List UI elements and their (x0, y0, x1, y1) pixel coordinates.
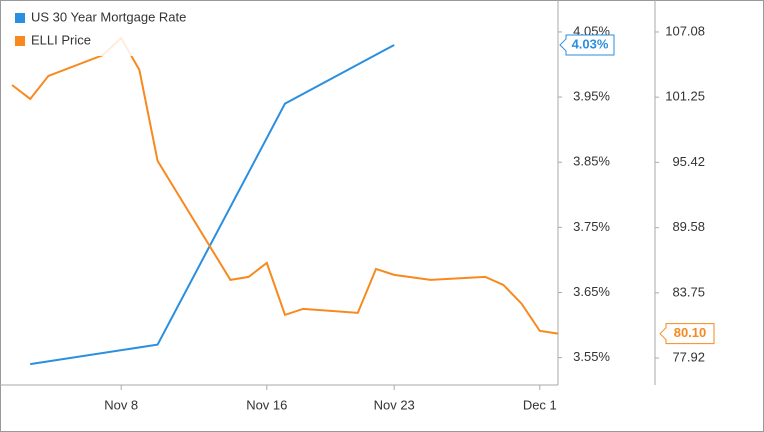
y-tick-label: 3.85% (573, 154, 610, 169)
value-badge (559, 34, 615, 56)
y2-tick-label: 101.25 (665, 89, 705, 104)
legend-label: US 30 Year Mortgage Rate (31, 9, 186, 24)
y2-tick-label: 107.08 (665, 23, 705, 38)
y-tick-label: 3.65% (573, 284, 610, 299)
x-tick-label: Nov 23 (374, 397, 415, 412)
legend-swatch (15, 13, 25, 23)
y-tick-label: 3.95% (573, 89, 610, 104)
value-badge (659, 323, 715, 345)
y2-tick-label: 89.58 (672, 219, 705, 234)
legend-label: ELLI Price (31, 32, 91, 47)
y2-tick-label: 95.42 (672, 154, 705, 169)
x-tick-label: Nov 8 (104, 397, 138, 412)
y-tick-label: 3.55% (573, 349, 610, 364)
x-tick-label: Nov 16 (246, 397, 287, 412)
value-label: 4.03% (572, 36, 609, 51)
y2-tick-label: 77.92 (672, 349, 705, 364)
legend-box (8, 4, 248, 56)
series-line (30, 44, 395, 366)
legend-swatch (15, 36, 25, 46)
y-tick-label: 3.75% (573, 219, 610, 234)
x-tick-label: Dec 1 (523, 397, 557, 412)
value-label: 80.10 (674, 325, 707, 340)
y2-tick-label: 83.75 (672, 284, 705, 299)
legend: US 30 Year Mortgage Rate ELLI Price (8, 4, 248, 56)
